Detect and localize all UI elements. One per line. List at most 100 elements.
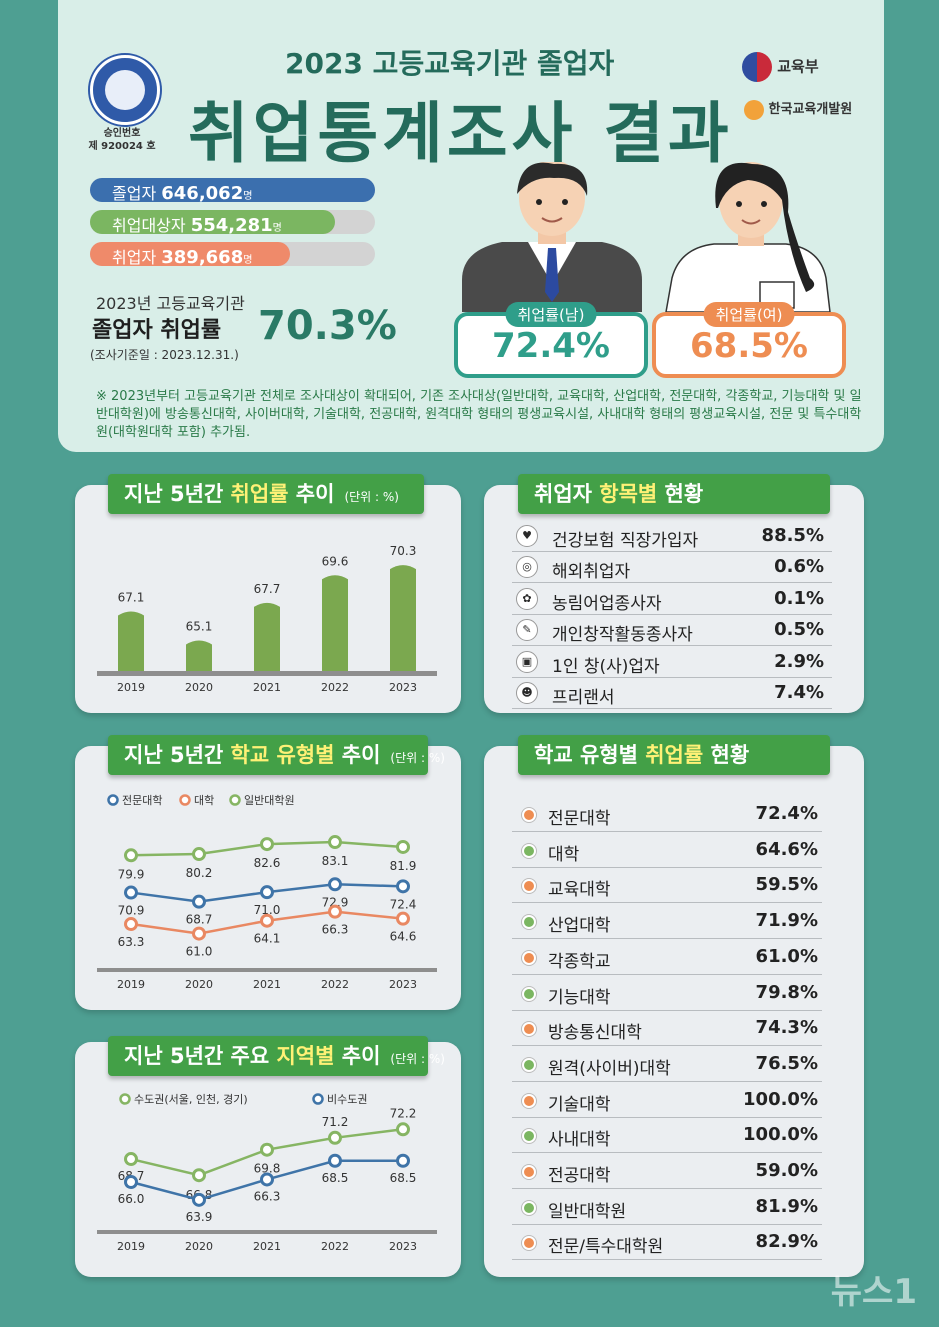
item-icon: ✿	[516, 587, 538, 610]
rate-heading: 졸업자 취업률	[92, 318, 222, 343]
bullet-icon	[522, 1129, 536, 1144]
female-graduate-icon	[665, 162, 831, 312]
title-text: 추이	[288, 482, 335, 506]
data-point	[260, 837, 274, 852]
title-highlight: 취업률	[645, 743, 704, 767]
school-value: 64.6%	[755, 838, 818, 860]
item-row: ▣ 1인 창(사)업자 2.9%	[512, 647, 832, 678]
legend-label: 대학	[194, 794, 214, 807]
school-label: 일반대학원	[548, 1201, 627, 1222]
school-row: 교육대학 59.5%	[512, 868, 822, 904]
x-tick-label: 2022	[321, 681, 349, 694]
male-rate-value: 72.4%	[492, 326, 610, 366]
school-label: 산업대학	[548, 916, 611, 937]
data-label: 71.2	[322, 1115, 349, 1129]
school-label: 각종학교	[548, 951, 611, 972]
school-row: 각종학교 61.0%	[512, 940, 822, 975]
data-point	[192, 894, 206, 909]
items-panel-title: 취업자 항목별 현황	[518, 474, 830, 514]
data-label: 66.3	[322, 923, 349, 937]
item-icon: ▣	[516, 650, 538, 673]
data-label: 64.6	[390, 930, 417, 944]
summary-bar-text: 졸업자 646,062명	[112, 180, 252, 204]
summary-bar-label: 졸업자	[112, 184, 162, 203]
data-label: 72.2	[390, 1106, 417, 1120]
title-text: 지난 5년간 주요	[124, 1044, 277, 1068]
page-title: 취업통계조사 결과	[188, 95, 733, 172]
female-rate-tag: 취업률(여)	[703, 302, 795, 327]
data-label: 70.9	[118, 904, 145, 918]
legend-label: 일반대학원	[244, 793, 295, 807]
data-label: 79.9	[118, 867, 145, 881]
data-point	[396, 839, 410, 854]
summary-bar: 취업자 389,668명	[90, 242, 375, 268]
school-rates-panel-title: 학교 유형별 취업률 현황	[518, 735, 830, 775]
summary-bar-unit: 명	[272, 223, 282, 234]
data-point	[328, 904, 342, 919]
data-label: 68.5	[390, 1171, 417, 1185]
school-value: 71.9%	[755, 910, 818, 932]
school-value: 82.9%	[755, 1231, 818, 1253]
news1-watermark: 뉴스1	[830, 1272, 917, 1312]
bullet-icon	[522, 986, 536, 1001]
data-label: 61.0	[186, 945, 213, 959]
school-row: 전문/특수대학원 82.9%	[512, 1225, 822, 1261]
school-label: 대학	[548, 844, 580, 865]
summary-bar-unit: 명	[243, 191, 253, 202]
bullet-icon	[522, 1022, 536, 1037]
data-point	[192, 926, 206, 941]
legend-marker	[119, 1093, 131, 1105]
school-value: 72.4%	[755, 803, 818, 824]
x-tick-label: 2023	[389, 681, 417, 694]
school-label: 전문대학	[548, 809, 611, 829]
legend-marker	[312, 1093, 324, 1105]
legend-label: 비수도권	[327, 1093, 367, 1106]
data-point	[328, 1153, 342, 1168]
summary-bar-text: 취업대상자 554,281명	[112, 212, 282, 236]
bullet-icon	[522, 843, 536, 858]
bullet-icon	[522, 915, 536, 930]
school-label: 원격(사이버)대학	[548, 1058, 671, 1079]
bullet-icon	[522, 1093, 536, 1108]
data-label: 66.3	[254, 1189, 281, 1203]
school-row: 일반대학원 81.9%	[512, 1190, 822, 1225]
legend-label: 전문대학	[122, 794, 162, 807]
legend-label: 수도권(서울, 인천, 경기)	[134, 1092, 248, 1106]
data-point	[124, 1175, 138, 1189]
page-subtitle: 2023 고등교육기관 졸업자	[285, 47, 615, 80]
male-rate-tag: 취업률(남)	[505, 302, 597, 327]
school-row: 원격(사이버)대학 76.5%	[512, 1047, 822, 1082]
data-point	[328, 877, 342, 892]
data-point	[328, 835, 342, 850]
item-row: ✿ 농림어업종사자 0.1%	[512, 584, 832, 615]
school-value: 61.0%	[755, 945, 818, 967]
school-label: 교육대학	[548, 880, 611, 901]
bullet-icon	[522, 950, 536, 965]
data-label: 69.8	[254, 1162, 281, 1176]
data-label: 72.9	[322, 895, 349, 909]
taegeuk-icon	[742, 52, 772, 82]
data-point	[124, 1152, 138, 1167]
school-label: 사내대학	[548, 1130, 611, 1151]
bullet-icon	[522, 1200, 536, 1215]
school-label: 방송통신대학	[548, 1023, 642, 1044]
data-point	[396, 1153, 410, 1168]
data-label: 70.3	[390, 544, 417, 558]
male-graduate-icon	[462, 162, 642, 312]
school-label: 기능대학	[548, 987, 611, 1008]
x-tick-label: 2019	[117, 1240, 145, 1253]
kedi-logo-text: 한국교육개발원	[768, 102, 853, 117]
title-text: 취업자	[534, 482, 600, 506]
survey-date: (조사기준일 : 2023.12.31.)	[90, 348, 239, 362]
school-row: 전공대학 59.0%	[512, 1154, 822, 1189]
school-row: 기능대학 79.8%	[512, 976, 822, 1011]
school-value: 76.5%	[755, 1052, 818, 1074]
item-value: 2.9%	[774, 650, 824, 672]
x-tick-label: 2023	[389, 978, 417, 991]
scope-note: ※ 2023년부터 고등교육기관 전체로 조사대상이 확대되어, 기존 조사대상…	[96, 389, 862, 440]
data-point	[260, 885, 274, 900]
school-row: 산업대학 71.9%	[512, 904, 822, 940]
moe-logo-text: 교육부	[777, 57, 819, 76]
x-axis-line	[97, 1230, 437, 1234]
school-value: 79.8%	[755, 981, 818, 1003]
